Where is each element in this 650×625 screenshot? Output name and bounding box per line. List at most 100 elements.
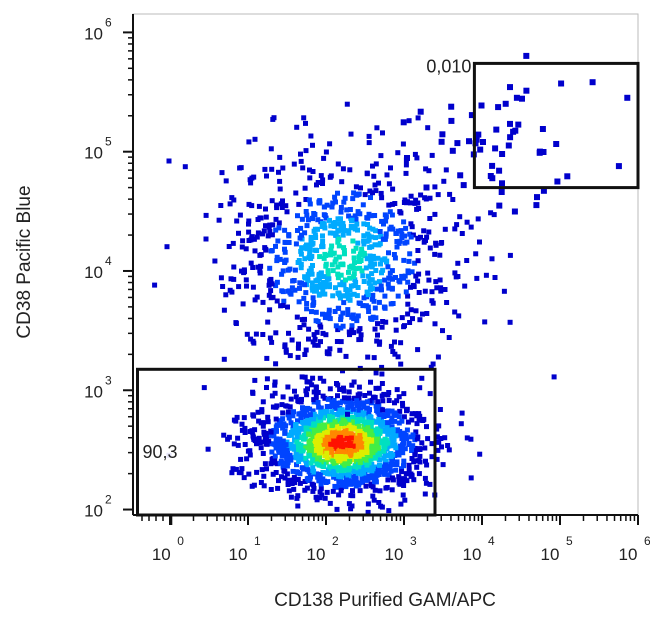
- event-dot: [300, 165, 306, 171]
- event-dot: [353, 279, 359, 285]
- event-dot: [316, 292, 322, 298]
- event-dot: [403, 170, 409, 176]
- event-dot: [379, 324, 385, 330]
- event-dot: [250, 265, 256, 270]
- event-dot: [334, 473, 340, 479]
- event-dot: [450, 197, 456, 202]
- event-dot: [401, 391, 407, 397]
- event-dot: [261, 431, 267, 437]
- event-dot: [231, 441, 237, 447]
- event-dot: [234, 218, 240, 224]
- event-dot: [305, 417, 311, 423]
- event-dot: [464, 219, 470, 225]
- event-dot: [304, 223, 310, 229]
- event-dot: [329, 399, 335, 405]
- event-dot: [401, 483, 407, 488]
- event-dot: [439, 131, 446, 138]
- event-dot: [375, 442, 381, 448]
- event-dot: [285, 412, 291, 418]
- event-dot: [399, 231, 405, 237]
- event-dot: [466, 138, 472, 145]
- event-dot: [386, 285, 392, 291]
- event-dot: [273, 404, 279, 410]
- event-dot: [236, 230, 241, 236]
- event-dot: [335, 271, 341, 277]
- event-dot: [238, 456, 244, 462]
- event-dot: [218, 275, 224, 281]
- event-dot: [331, 223, 337, 229]
- event-dot: [282, 428, 288, 434]
- event-dot: [291, 486, 297, 492]
- event-dot: [250, 433, 256, 439]
- event-dot: [343, 467, 349, 473]
- event-dot: [413, 197, 419, 203]
- event-dot: [221, 432, 227, 438]
- event-dot: [347, 297, 353, 303]
- event-dot: [364, 256, 370, 262]
- event-dot: [272, 453, 278, 459]
- event-dot: [254, 469, 260, 475]
- event-dot: [238, 165, 244, 171]
- event-dot: [294, 455, 300, 461]
- event-dot: [370, 314, 376, 320]
- event-dot: [397, 429, 403, 434]
- event-dot: [507, 252, 513, 258]
- event-dot: [247, 452, 253, 458]
- event-dot: [374, 431, 380, 437]
- event-dot: [275, 238, 281, 244]
- event-dot: [380, 267, 386, 273]
- event-dot: [333, 430, 339, 436]
- event-dot: [318, 405, 324, 411]
- event-dot: [250, 284, 256, 290]
- event-dot: [282, 342, 288, 348]
- event-dot: [505, 142, 512, 149]
- event-dot: [355, 417, 361, 422]
- event-dot: [392, 201, 398, 206]
- event-dot: [393, 445, 399, 451]
- event-dot: [313, 309, 319, 315]
- event-dot: [397, 443, 403, 449]
- event-dot: [440, 462, 446, 468]
- event-dot: [310, 465, 316, 470]
- event-dot: [330, 268, 336, 274]
- event-dot: [298, 248, 304, 254]
- event-dot: [474, 275, 480, 281]
- event-dot: [242, 430, 248, 435]
- event-dot: [377, 339, 383, 345]
- event-dot: [351, 255, 357, 261]
- event-dot: [326, 276, 332, 282]
- event-dot: [379, 469, 384, 475]
- event-dot: [243, 246, 249, 252]
- event-dot: [323, 261, 329, 267]
- event-dot: [378, 283, 384, 289]
- event-dot: [380, 407, 386, 413]
- event-dot: [324, 455, 330, 461]
- event-dot: [346, 228, 352, 234]
- event-dot: [365, 501, 371, 507]
- event-dot: [357, 454, 363, 460]
- event-dot: [370, 493, 376, 499]
- event-dot: [429, 454, 435, 460]
- event-dot: [285, 482, 291, 487]
- event-dot: [280, 198, 285, 204]
- event-dot: [353, 216, 359, 222]
- event-dot: [240, 301, 246, 307]
- event-dot: [464, 258, 470, 263]
- event-dot: [507, 120, 513, 127]
- event-dot: [237, 212, 243, 218]
- event-dot: [368, 234, 374, 240]
- event-dot: [510, 128, 517, 135]
- event-dot: [399, 466, 404, 472]
- event-dot: [300, 445, 306, 451]
- event-dot: [369, 461, 375, 467]
- event-dot: [347, 167, 353, 173]
- event-dot: [280, 303, 286, 308]
- event-dot: [349, 443, 355, 449]
- event-dot: [269, 232, 275, 238]
- event-dot: [394, 387, 400, 393]
- event-dot: [273, 330, 279, 336]
- event-dot: [313, 247, 318, 253]
- event-dot: [349, 382, 355, 388]
- event-dot: [313, 393, 319, 399]
- event-dot: [380, 398, 386, 404]
